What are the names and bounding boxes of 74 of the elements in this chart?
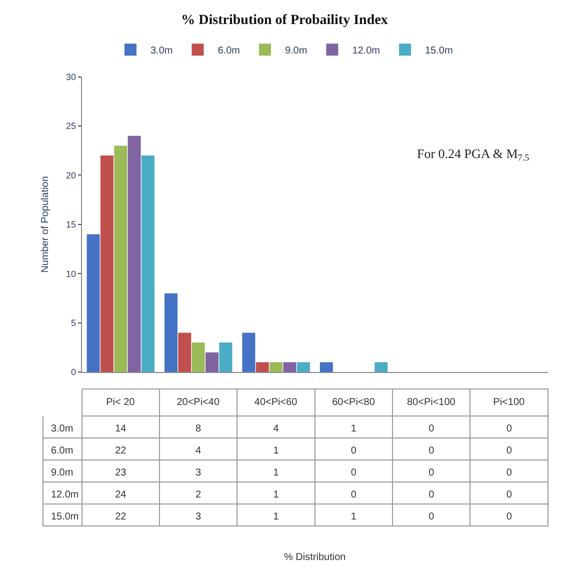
bar — [256, 362, 269, 372]
chart-title: % Distribution of Probaility Index — [181, 13, 388, 28]
y-tick-label: 30 — [66, 72, 76, 82]
data-label: 0 — [428, 423, 435, 434]
bar — [164, 293, 178, 372]
text: 9.0m — [50, 467, 74, 478]
data-label: 3 — [196, 467, 202, 478]
data-label: 0 — [506, 467, 512, 478]
bar — [283, 362, 296, 372]
bar — [270, 362, 283, 372]
data-label: 0 — [350, 445, 357, 456]
legend-label: 6.0m — [218, 45, 240, 56]
text: 3.0m — [50, 423, 74, 434]
x-tick-label: 20<Pi<40 — [176, 396, 220, 408]
y-tick-label: 20 — [66, 170, 76, 180]
data-label: 22 — [115, 445, 127, 456]
y-tick-label: 10 — [66, 268, 76, 279]
bar — [320, 362, 333, 372]
x-tick-label: 60<Pi<80 — [332, 396, 376, 408]
y-axis-title: Number of Population — [40, 176, 51, 273]
bar — [192, 342, 205, 372]
y-tick-label: 5 — [70, 318, 76, 328]
bar — [219, 342, 232, 372]
data-label: 24 — [115, 489, 127, 500]
data-label: 1 — [273, 489, 280, 500]
data-label: 0 — [428, 445, 435, 456]
bar — [374, 362, 388, 372]
data-label: 3 — [196, 511, 202, 522]
data-label: 1 — [273, 467, 280, 478]
bar — [86, 234, 100, 372]
data-label: 2 — [196, 489, 202, 500]
text: % Distribution — [284, 552, 346, 563]
x-tick-label: Pi< 20 — [106, 396, 136, 408]
legend-label: 12.0m — [352, 45, 380, 56]
data-label: 1 — [350, 511, 357, 522]
bar — [296, 362, 310, 372]
x-tick-label: 40<Pi<60 — [254, 396, 298, 408]
bar — [206, 352, 219, 372]
data-label: 4 — [196, 445, 202, 456]
legend-label: 9.0m — [284, 45, 308, 56]
text: 12.0m — [50, 489, 79, 500]
data-label: 23 — [115, 467, 127, 478]
y-tick-label: 25 — [66, 121, 76, 132]
data-label: 0 — [506, 423, 512, 434]
legend-label: 15.0m — [425, 45, 453, 56]
data-label: 22 — [115, 511, 127, 522]
data-label: 4 — [273, 423, 280, 434]
annotation: For 0.24 PGA & M$_{7.5}$ — [417, 146, 530, 163]
data-label: 1 — [350, 423, 357, 434]
data-label: 1 — [273, 445, 280, 456]
y-tick-label: 0 — [70, 367, 76, 378]
x-tick-label: 80<Pi<100 — [406, 396, 456, 408]
bar — [114, 146, 128, 372]
legend-label: 3.0m — [150, 45, 173, 56]
data-label: 0 — [428, 489, 435, 500]
data-label: 0 — [506, 445, 512, 456]
data-label: 0 — [350, 489, 357, 500]
bar — [178, 332, 192, 372]
bar — [242, 332, 256, 372]
text: 6.0m — [50, 445, 74, 456]
bar — [128, 136, 141, 372]
bar — [142, 156, 154, 372]
data-label: 0 — [506, 489, 512, 500]
data-label: 0 — [428, 511, 435, 522]
y-tick-label: 15 — [66, 220, 76, 230]
text: 15.0m — [50, 511, 79, 522]
data-label: 1 — [273, 511, 280, 522]
bar — [100, 156, 114, 372]
data-label: 0 — [428, 467, 435, 478]
data-label: 14 — [115, 423, 127, 434]
data-label: 8 — [196, 423, 202, 434]
x-tick-label: Pi<100 — [493, 396, 526, 408]
data-label: 0 — [350, 467, 357, 478]
data-label: 0 — [506, 511, 512, 522]
